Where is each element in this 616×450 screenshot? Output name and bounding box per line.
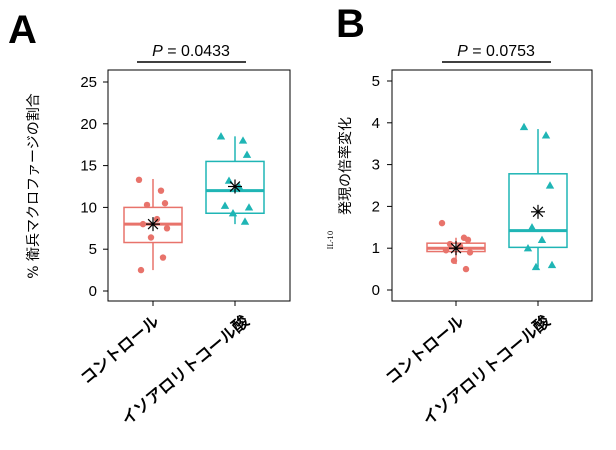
panel-b-group-2-data-point	[531, 262, 541, 271]
panel-b-axes-frame	[391, 69, 593, 302]
panel-a-ytick-label: 5	[89, 241, 97, 258]
panel-a-ytick-label: 10	[80, 199, 97, 216]
panel-b-pvalue-number: = 0.0753	[468, 43, 535, 60]
panel-b-group-2-data-point	[545, 181, 555, 189]
panel-a-group-2-data-point	[238, 136, 248, 144]
panel-a-group-1-data-point	[139, 220, 147, 228]
panel-b-group-2-mean-stroke	[532, 206, 544, 218]
panel-a-group-1-data-point	[161, 200, 169, 207]
panel-a-group-1-data-point	[157, 187, 165, 194]
panel-b-ytick-label: 1	[372, 240, 380, 257]
panel-b-group-1-data-point	[464, 236, 472, 244]
panel-b-group-1-data-point	[462, 265, 470, 273]
panel-a-ytick-label: 0	[89, 283, 97, 300]
panel-a-group-1-data-point	[137, 266, 145, 274]
panel-b-ytick-label: 3	[372, 157, 380, 174]
panel-b-ytick-label: 2	[372, 198, 380, 215]
panel-a-group-1-mean-marker	[146, 217, 160, 232]
panel-b-group-2-data-point	[541, 131, 551, 139]
panel-b-pvalue-symbol: P	[457, 43, 468, 60]
panel-a-group-2-data-point	[242, 150, 252, 158]
panel-b-group-1-data-point	[446, 240, 454, 248]
panel-a-group-2-data-point	[220, 201, 230, 209]
panel-a-ytick-label: 20	[80, 116, 97, 133]
panel-a-group-1-mean-stroke	[147, 218, 159, 230]
panel-a-group-1-data-point	[143, 201, 151, 209]
panel-a-ylabel: % 衛兵マクロファージの割合	[25, 93, 42, 278]
panel-b-group-2-mean-marker	[531, 204, 545, 219]
panel-b-group-2-data-point	[547, 260, 557, 269]
panel-b-ylabel: 発現の倍率変化	[337, 117, 354, 215]
panel-b-ytick-label: 4	[372, 115, 380, 132]
panel-a-axes-frame	[107, 69, 291, 302]
panel-letter-a: A	[8, 8, 37, 52]
panel-b-group-1-mean-stroke	[450, 242, 462, 254]
panel-a-pvalue-text: P = 0.0433	[152, 43, 230, 60]
panel-b-group-2-data-point	[537, 235, 547, 243]
panel-b-group-1-data-point	[466, 249, 474, 256]
panel-a-group-2-data-point	[240, 217, 250, 225]
panel-a-group-1-data-point	[163, 225, 171, 232]
panel-b-group-1-data-point	[450, 257, 458, 264]
panel-a-group-1-data-point	[147, 234, 155, 241]
panel-a-group-1-data-point	[135, 176, 143, 184]
panel-b-group-2-data-point	[527, 223, 537, 231]
panel-b-ylabel-prefix: IL-10	[327, 231, 335, 250]
panel-b-group-1-data-point	[438, 219, 446, 227]
panel-b-xtick-label: コントロール	[382, 312, 468, 388]
panel-a-group-2-data-point	[244, 203, 254, 211]
panel-a-group-2-data-point	[216, 132, 226, 140]
panel-b-pvalue-text: P = 0.0753	[457, 43, 535, 60]
panel-a-ytick-label: 25	[80, 74, 97, 91]
panel-a-pvalue-number: = 0.0433	[163, 43, 230, 60]
panel-b-group-1-mean-marker	[449, 241, 463, 256]
panel-b-group-2-data-point	[523, 244, 533, 252]
panel-b-ytick-label: 0	[372, 282, 380, 299]
panel-b-group-2-data-point	[519, 122, 529, 131]
panel-letter-b: B	[336, 2, 365, 46]
panel-b-group-2-box	[508, 173, 568, 249]
panel-a-group-2-mean-stroke	[229, 181, 241, 192]
panel-a-ytick-label: 15	[80, 158, 97, 175]
panel-a-group-2-mean-marker	[228, 179, 242, 194]
panel-b-ytick-label: 5	[372, 73, 380, 90]
panel-a-group-1-data-point	[159, 254, 167, 261]
panel-a-xtick-label: コントロール	[77, 312, 163, 388]
panel-a-pvalue-symbol: P	[152, 43, 163, 60]
panel-a-group-2-data-point	[228, 209, 238, 217]
panel-a-group-1-data-point	[153, 215, 161, 223]
panel-b-group-1-data-point	[442, 247, 450, 254]
